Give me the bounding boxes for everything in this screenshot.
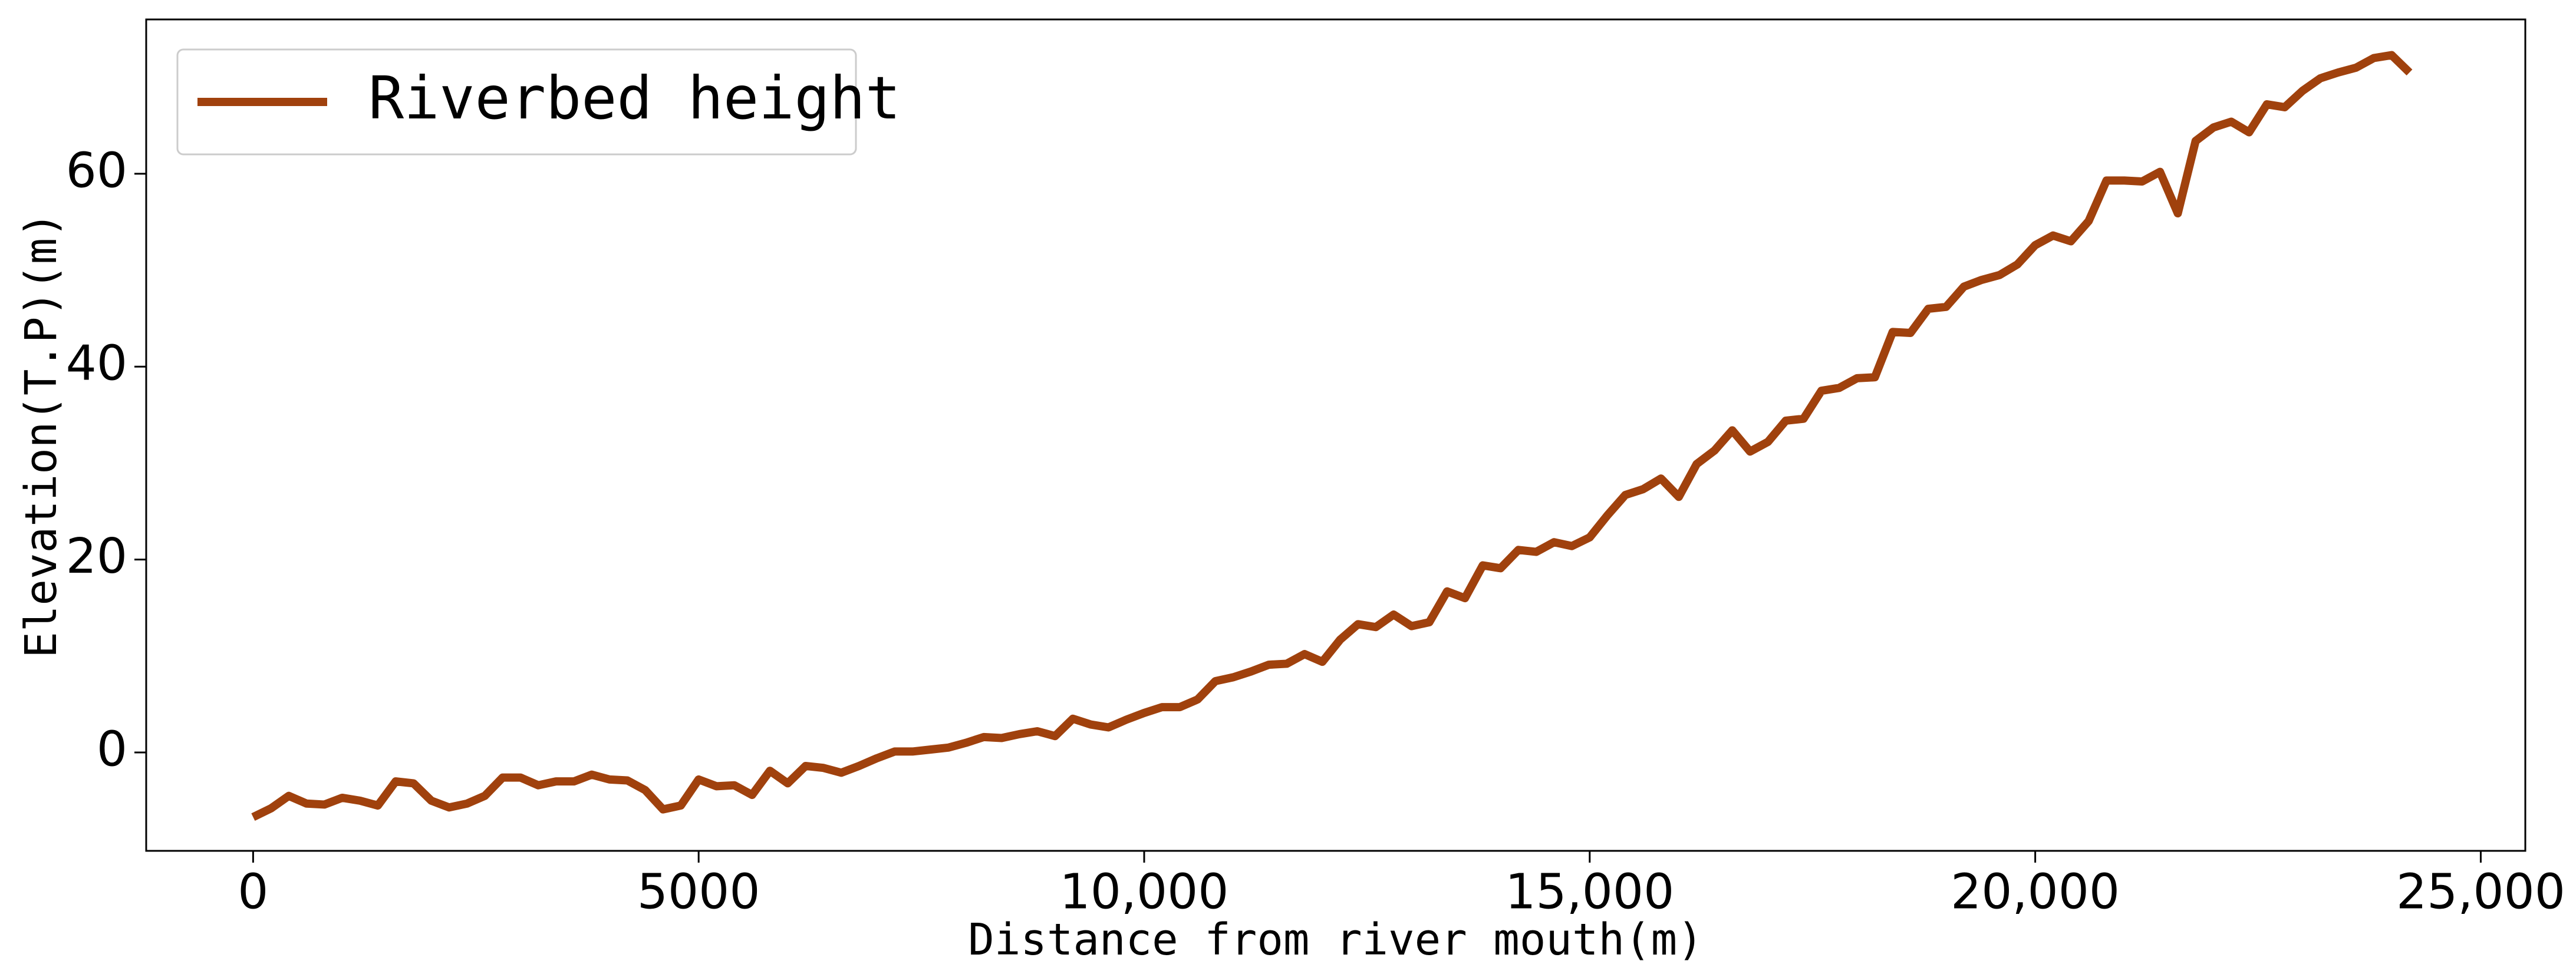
x-tick-label: 0 (238, 864, 268, 920)
x-tick-label: 15,000 (1505, 864, 1674, 920)
y-tick-label: 0 (97, 721, 127, 777)
x-tick-label: 10,000 (1060, 864, 1229, 920)
y-axis-label: Elevation(T.P)(m) (16, 212, 67, 658)
legend-label: Riverbed height (368, 64, 901, 133)
x-tick-label: 5000 (637, 864, 760, 920)
data-line (251, 51, 2413, 821)
y-tick-label: 60 (66, 143, 127, 199)
x-axis-label: Distance from river mouth(m) (968, 914, 1703, 965)
y-tick-label: 40 (66, 336, 127, 392)
legend-box (176, 48, 857, 156)
y-tick-label: 20 (66, 529, 127, 585)
x-tick-label: 20,000 (1951, 864, 2120, 920)
x-tick-label: 25,000 (2396, 864, 2565, 920)
plot-frame (145, 18, 2526, 852)
